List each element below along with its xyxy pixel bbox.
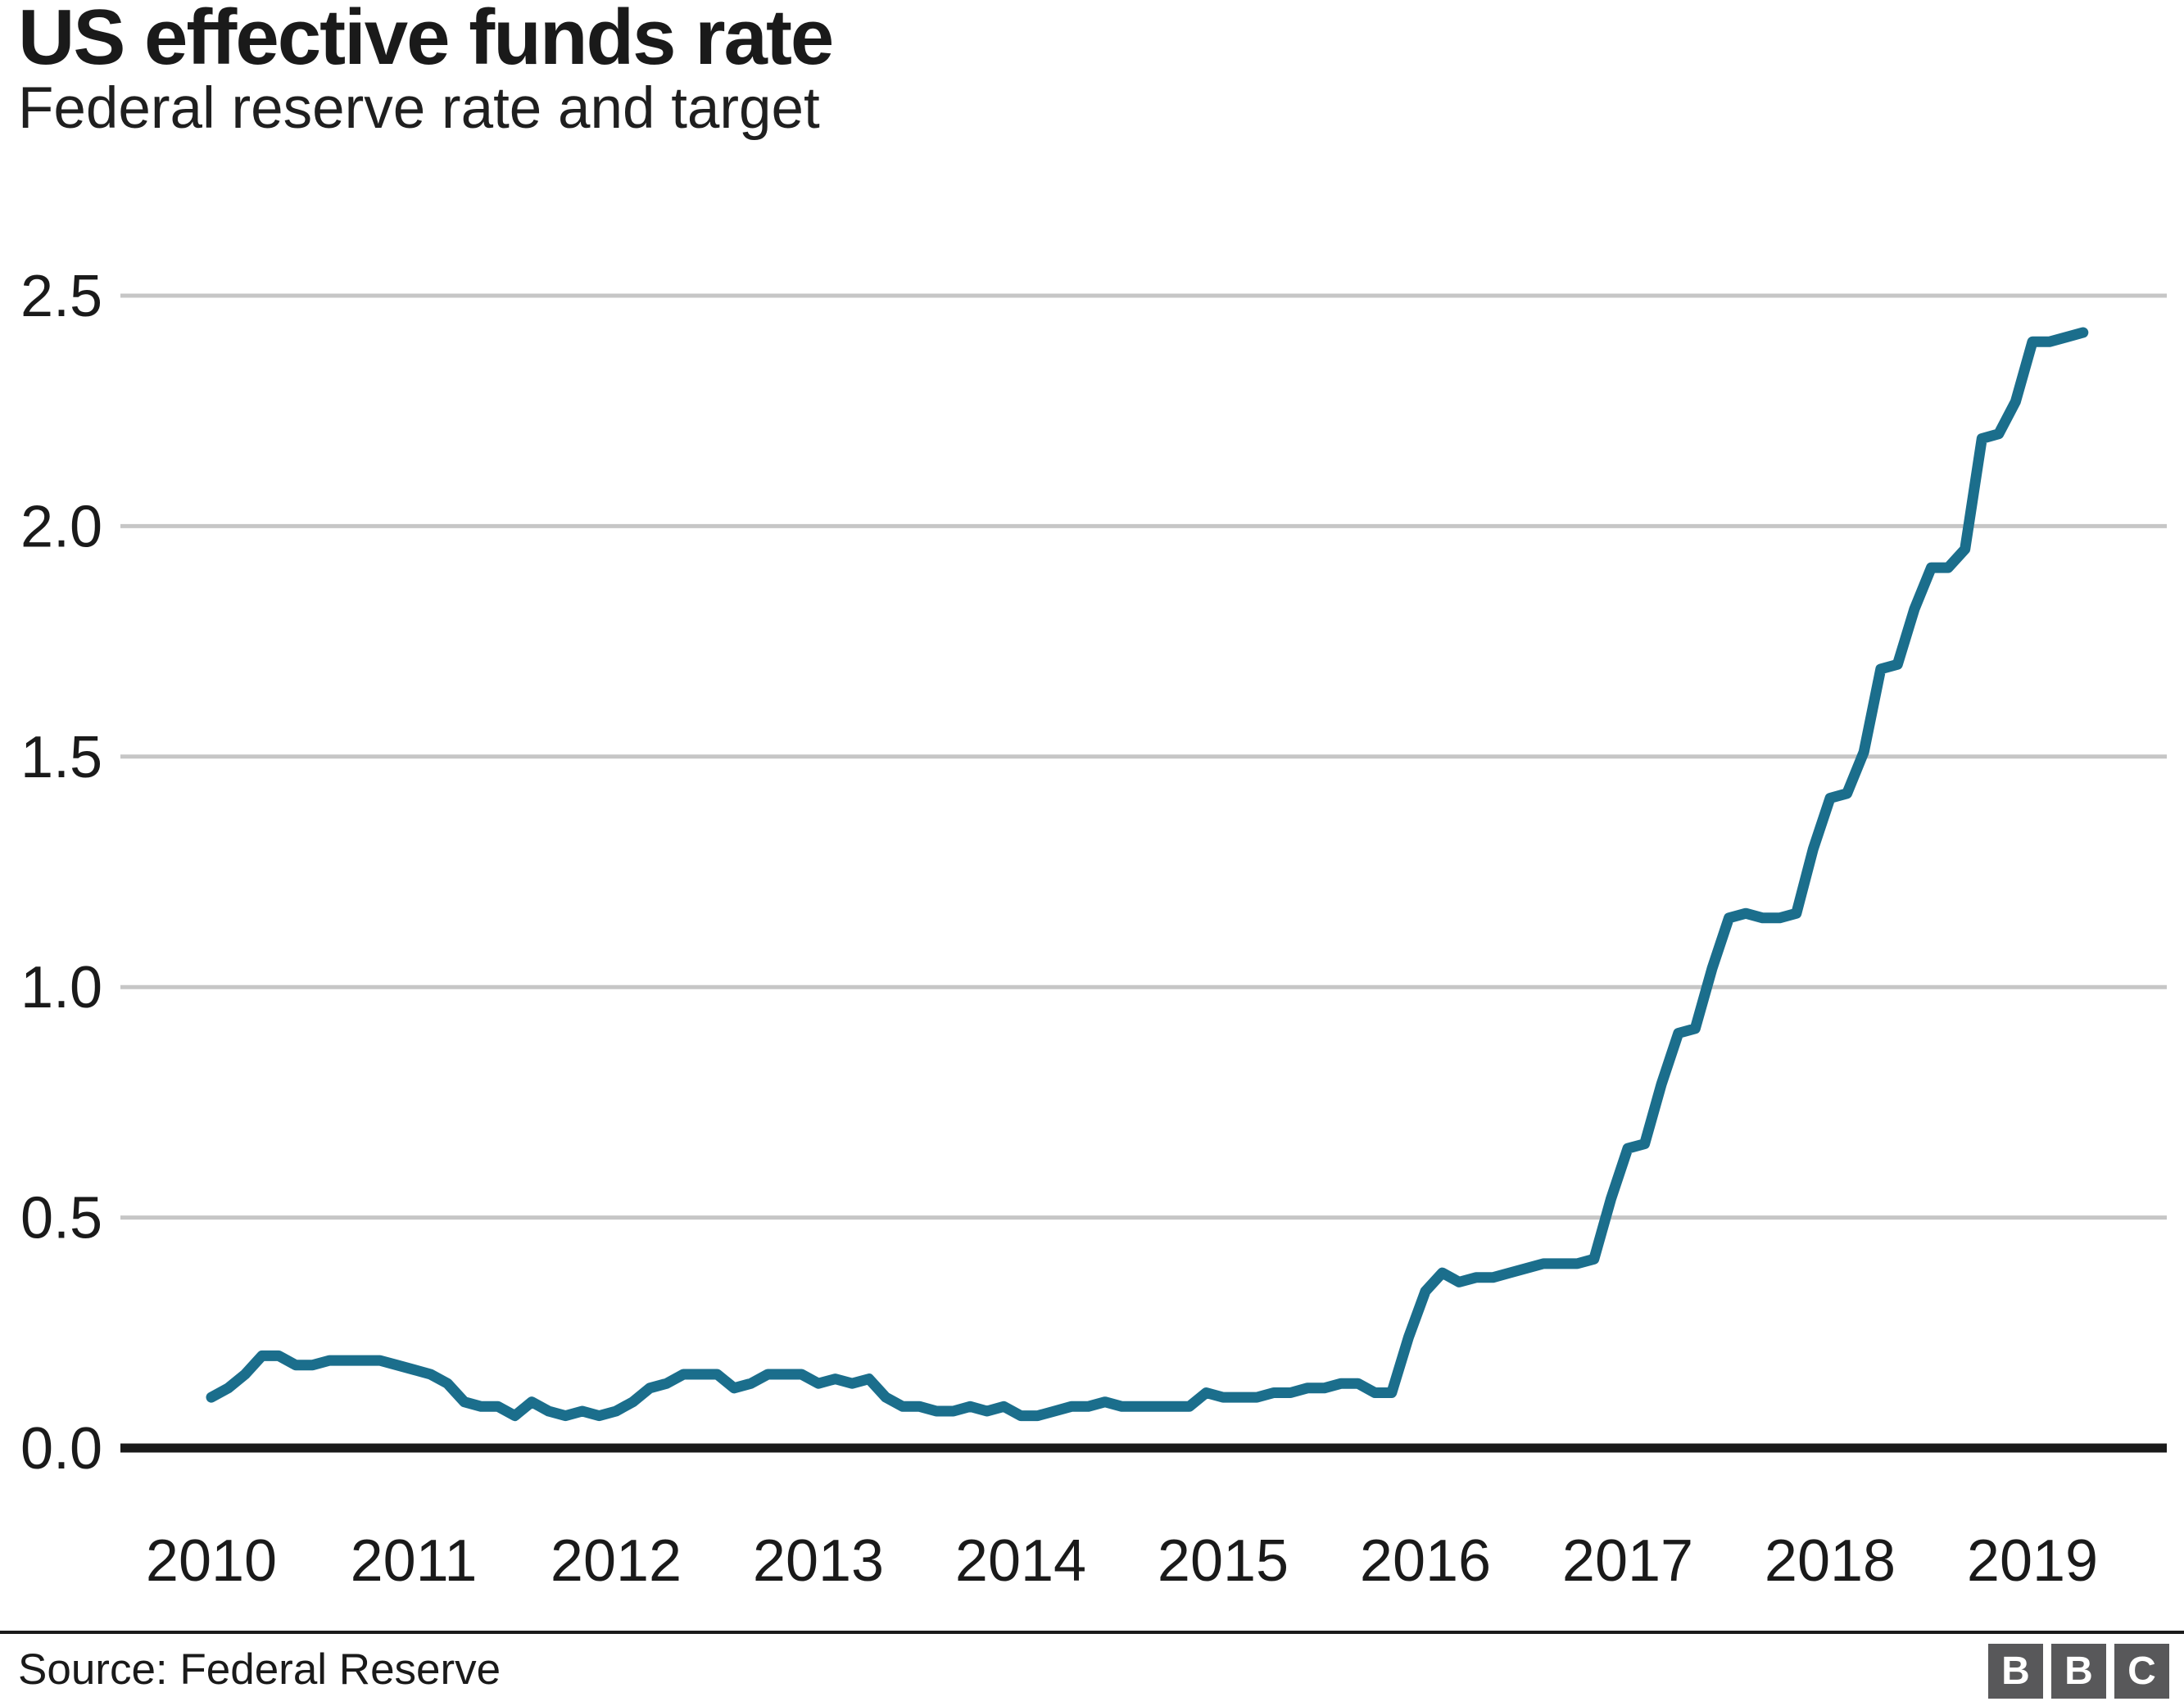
y-axis-tick-label: 0.0 (20, 1416, 102, 1482)
x-axis-tick-label: 2017 (1562, 1528, 1693, 1594)
y-axis-tick-label: 1.0 (20, 955, 102, 1020)
x-axis-tick-label: 2012 (551, 1528, 682, 1594)
x-axis-tick-label: 2016 (1360, 1528, 1491, 1594)
x-axis-tick-label: 2014 (955, 1528, 1086, 1594)
chart-subtitle: Federal reserve rate and target (18, 76, 820, 141)
chart-title: US effective funds rate (18, 0, 834, 81)
y-axis-tick-label: 2.5 (20, 264, 102, 329)
x-axis-tick-label: 2013 (753, 1528, 884, 1594)
y-axis-tick-label: 0.5 (20, 1186, 102, 1251)
x-axis-tick-label: 2011 (351, 1528, 478, 1594)
data-line-effective-funds-rate (206, 327, 2089, 1422)
source-label: Source: Federal Reserve (18, 1645, 501, 1694)
x-axis-tick-label: 2018 (1765, 1528, 1896, 1594)
bbc-logo-block: B (1988, 1644, 2043, 1699)
bbc-logo: B B C (1988, 1644, 2169, 1699)
y-axis-tick-label: 2.0 (20, 494, 102, 559)
footer-divider (0, 1631, 2184, 1634)
y-axis-tick-label: 1.5 (20, 725, 102, 790)
x-axis-tick-label: 2019 (1967, 1528, 2098, 1594)
x-axis-tick-label: 2010 (146, 1528, 277, 1594)
bbc-logo-block: B (2051, 1644, 2106, 1699)
bbc-logo-block: C (2114, 1644, 2169, 1699)
x-axis-tick-label: 2015 (1158, 1528, 1289, 1594)
